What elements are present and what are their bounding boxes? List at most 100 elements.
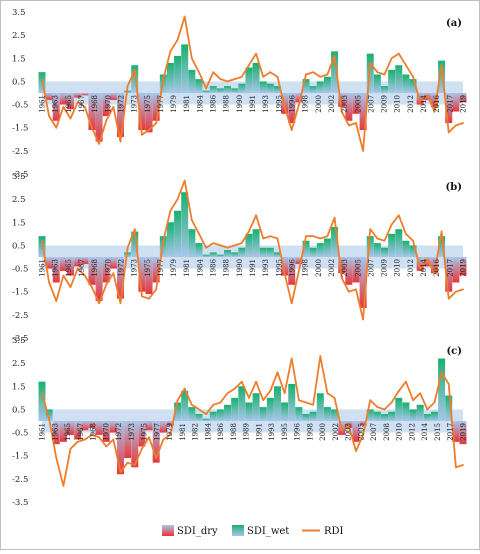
sdi-dry-bar — [59, 93, 67, 105]
sdi-wet-bar — [395, 229, 403, 257]
rdi-line — [41, 15, 464, 152]
sdi-dry-bar — [81, 93, 89, 96]
rdi-point — [248, 230, 250, 233]
sdi-wet-bar — [188, 407, 196, 421]
sdi-wet-bar — [259, 81, 267, 93]
sdi-wet-bar — [231, 252, 239, 257]
rdi-point — [397, 52, 400, 55]
sdi-wet-bar — [438, 358, 446, 421]
sdi-wet-bar — [316, 243, 324, 257]
y-tick-label: 0.5 — [12, 77, 26, 87]
x-tick-label: 2017 — [446, 259, 454, 277]
rdi-point — [440, 64, 443, 67]
legend-label-sdi-dry: SDI_dry — [177, 526, 218, 537]
y-tick-label: 1.5 — [12, 382, 26, 392]
rdi-point — [405, 232, 407, 235]
rdi-point — [112, 105, 115, 108]
rdi-point — [390, 223, 393, 226]
x-tick-label: 1991 — [249, 259, 257, 277]
rdi-point — [169, 433, 172, 436]
sdi-dry-bar — [124, 421, 132, 459]
rdi-point — [105, 283, 108, 286]
rdi-point — [405, 64, 407, 67]
sdi-wet-bar — [388, 233, 396, 257]
rdi-point — [226, 80, 229, 83]
rdi-point — [383, 239, 386, 242]
rdi-point — [169, 209, 172, 212]
x-tick-label: 1965 — [64, 423, 72, 441]
sdi-wet-bar — [174, 55, 182, 93]
sdi-dry-bar — [359, 93, 367, 131]
sdi-wet-bar — [331, 226, 339, 257]
y-tick-label: -1.5 — [12, 452, 28, 462]
rdi-point — [369, 399, 372, 402]
rdi-point — [426, 94, 429, 97]
rdi-point — [55, 300, 58, 302]
rdi-point — [212, 71, 215, 74]
rdi-point — [190, 403, 193, 406]
sdi-dry-bar — [445, 93, 453, 124]
rdi-point — [83, 438, 86, 441]
rdi-point — [140, 447, 143, 450]
rdi-point — [91, 126, 93, 129]
legend-label-sdi-wet: SDI_wet — [247, 526, 289, 537]
rdi-point — [119, 471, 122, 473]
x-tick-label: 2008 — [383, 423, 391, 441]
x-tick-label: 1995 — [275, 95, 283, 113]
x-tick-label: 1996 — [294, 423, 302, 441]
sdi-wet-bar — [195, 243, 203, 257]
sdi-dry-bar — [88, 421, 96, 428]
y-tick-label: -1.5 — [12, 288, 28, 298]
sdi-wet-bar — [224, 250, 232, 257]
legend-swatch-sdi-dry — [162, 525, 174, 536]
sdi-wet-bar — [224, 86, 232, 93]
x-tick-label: 2000 — [315, 95, 323, 113]
x-tick-label: 1990 — [236, 259, 244, 277]
sdi-wet-bar — [195, 79, 203, 93]
sdi-dry-bar — [459, 257, 467, 276]
rdi-line — [41, 179, 464, 321]
sdi-dry-bar — [59, 257, 67, 271]
rdi-point — [176, 399, 179, 402]
sdi-dry-bar — [145, 421, 153, 431]
rdi-point — [219, 78, 222, 81]
rdi-point — [41, 78, 43, 81]
rdi-point — [155, 457, 158, 459]
rdi-point — [226, 246, 229, 249]
sdi-dry-bar — [109, 93, 117, 100]
rdi-point — [41, 392, 43, 395]
sdi-wet-bar — [402, 74, 410, 93]
rdi-point — [447, 383, 450, 385]
sdi-dry-bar — [152, 93, 160, 121]
rdi-point — [454, 466, 457, 469]
x-tick-label: 2010 — [396, 423, 404, 441]
x-tick-label: 1979 — [170, 95, 178, 113]
sdi-dry-bar — [102, 257, 110, 283]
x-tick-label: 2007 — [370, 423, 378, 441]
x-tick-label: 1996 — [289, 258, 297, 276]
x-tick-label: 2000 — [315, 259, 323, 277]
rdi-point — [240, 242, 243, 245]
sdi-wet-bar — [209, 411, 217, 421]
panel-2: 3.5 2.5 1.5 0.5 -0.5 -1.5 -2.5 -3.5 1961 1963 1965… — [12, 336, 468, 508]
rdi-point — [183, 387, 186, 390]
x-tick-label: 2017 — [447, 423, 455, 441]
rdi-point — [62, 484, 65, 487]
sdi-dry-bar — [152, 257, 160, 283]
x-tick-label: 1986 — [210, 94, 218, 112]
rdi-point — [426, 258, 429, 261]
rdi-point — [419, 101, 422, 104]
rdi-point — [155, 122, 158, 124]
x-tick-label: 2010 — [394, 259, 402, 277]
x-tick-label: 2002 — [332, 423, 340, 441]
sdi-dry-bar — [430, 257, 438, 274]
sdi-wet-bar — [430, 411, 438, 421]
x-tick-label: 2009 — [381, 259, 389, 277]
y-tick-label: 3.5 — [12, 336, 26, 346]
sdi-wet-bar — [409, 79, 417, 93]
rdi-point — [290, 302, 293, 305]
y-tick-label: 1.5 — [12, 54, 26, 64]
rdi-point — [105, 119, 108, 122]
rdi-point — [112, 438, 115, 441]
